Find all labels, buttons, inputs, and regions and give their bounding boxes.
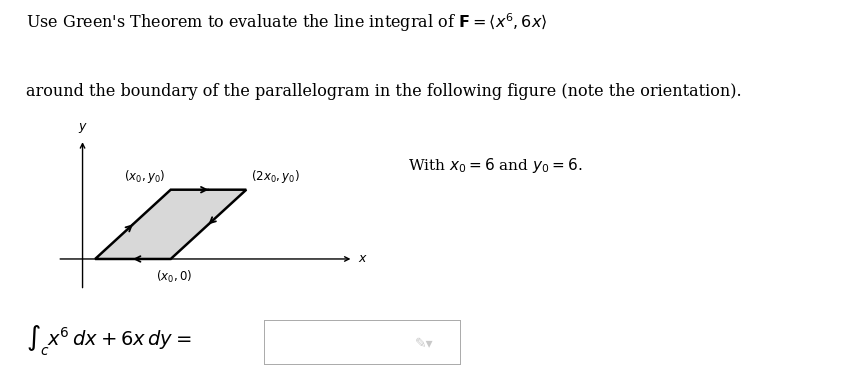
Text: $(x_0,y_0)$: $(x_0,y_0)$ (124, 168, 166, 185)
Text: $x$: $x$ (358, 253, 368, 265)
Text: $(2x_0,y_0)$: $(2x_0,y_0)$ (251, 168, 300, 185)
Polygon shape (95, 190, 246, 259)
Text: With $x_0 = 6$ and $y_0 = 6.$: With $x_0 = 6$ and $y_0 = 6.$ (408, 156, 583, 175)
Text: $\int_c x^6\, dx + 6x\, dy =$: $\int_c x^6\, dx + 6x\, dy =$ (26, 324, 191, 359)
Text: Use Green's Theorem to evaluate the line integral of $\mathbf{F} = \langle x^6, : Use Green's Theorem to evaluate the line… (26, 11, 547, 34)
Text: around the boundary of the parallelogram in the following figure (note the orien: around the boundary of the parallelogram… (26, 83, 741, 100)
Text: ✎▾: ✎▾ (415, 337, 434, 351)
Text: $y$: $y$ (77, 121, 88, 135)
Text: $(x_0, 0)$: $(x_0, 0)$ (156, 268, 192, 285)
